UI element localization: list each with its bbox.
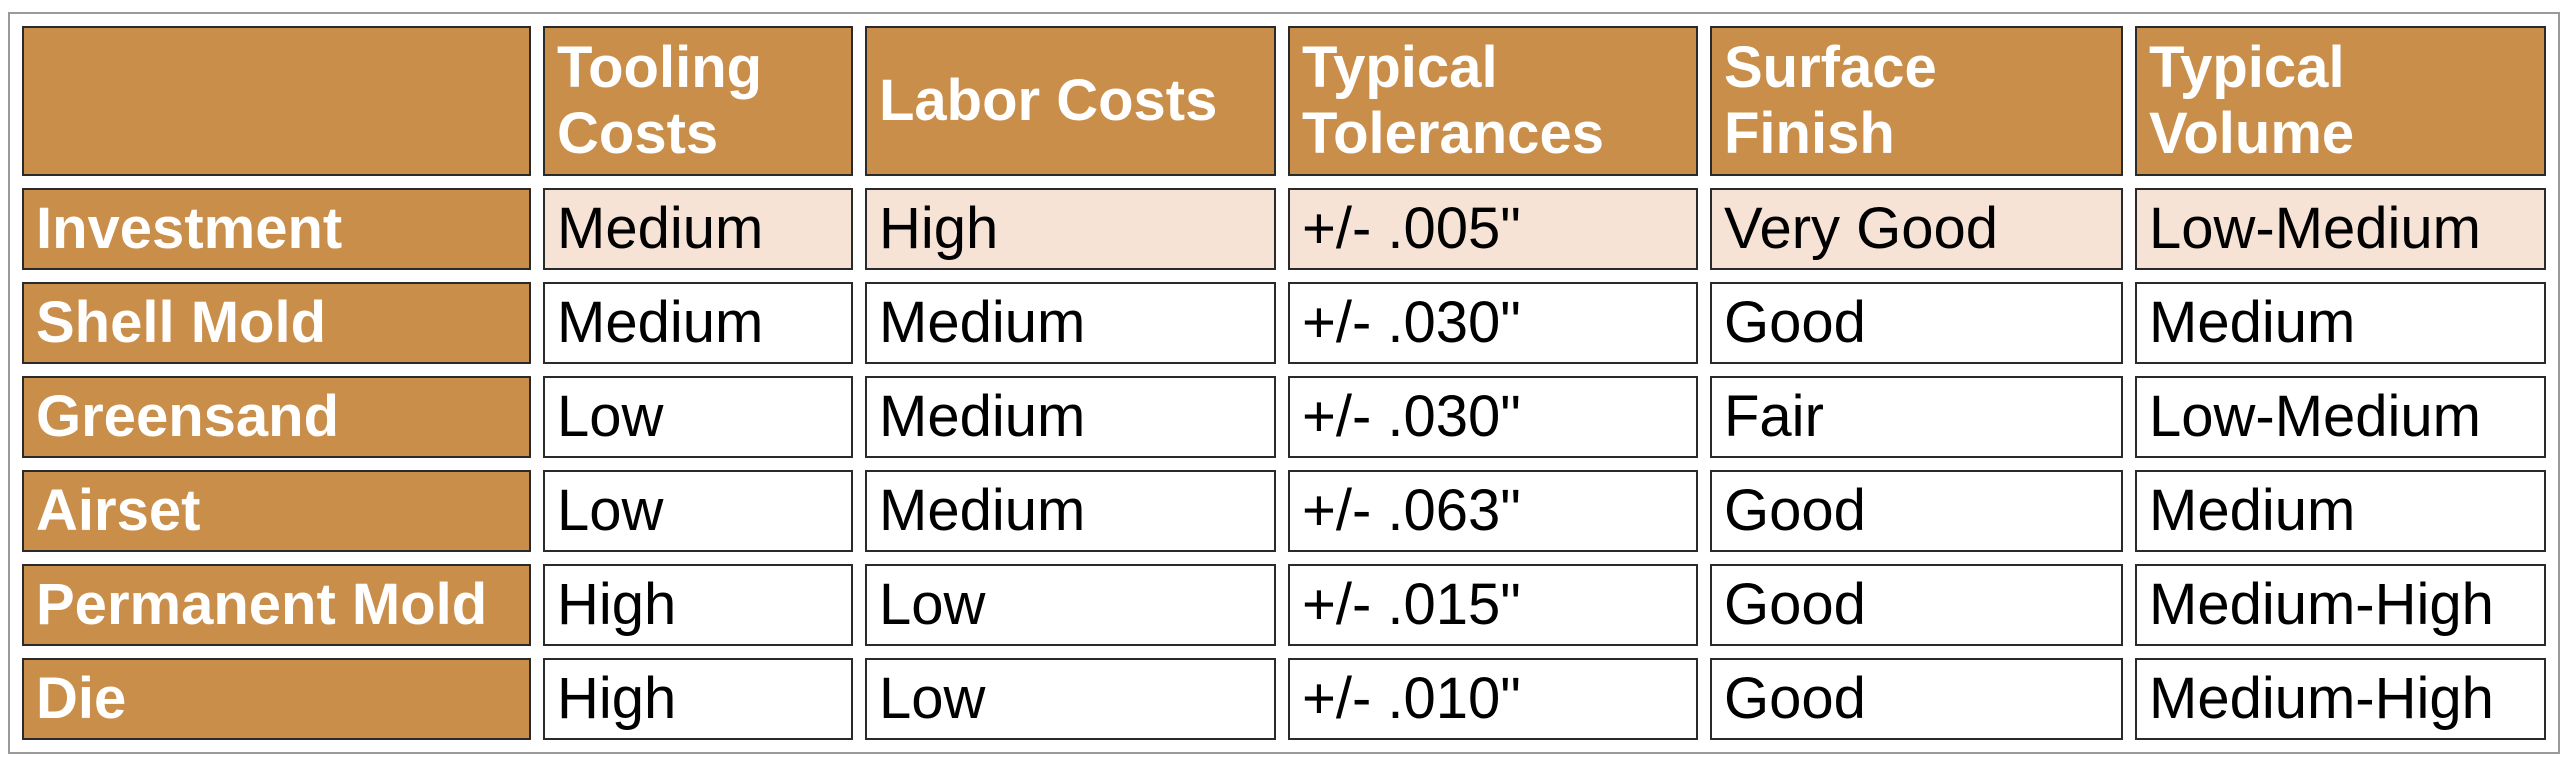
table-cell: Medium <box>865 282 1276 364</box>
table-cell: Good <box>1710 470 2123 552</box>
table-cell: Low <box>865 658 1276 740</box>
table-cell: Low <box>543 470 853 552</box>
table-cell: Good <box>1710 658 2123 740</box>
column-header: Labor Costs <box>865 26 1276 176</box>
table-cell: Medium <box>543 282 853 364</box>
table-cell: +/- .015" <box>1288 564 1698 646</box>
header-row: Tooling Costs Labor Costs Typical Toleranc… <box>22 26 2546 176</box>
column-header: Typical Tolerances <box>1288 26 1698 176</box>
table-cell: Low <box>865 564 1276 646</box>
table-cell: +/- .010" <box>1288 658 1698 740</box>
table-cell: Low-Medium <box>2135 376 2546 458</box>
row-label: Shell Mold <box>22 282 531 364</box>
row-label: Greensand <box>22 376 531 458</box>
table-cell: +/- .063" <box>1288 470 1698 552</box>
column-header: Typical Volume <box>2135 26 2546 176</box>
table-cell: +/- .005" <box>1288 188 1698 270</box>
corner-cell <box>22 26 531 176</box>
table-cell: Medium <box>865 470 1276 552</box>
row-label: Die <box>22 658 531 740</box>
column-header: Surface Finish <box>1710 26 2123 176</box>
row-label: Investment <box>22 188 531 270</box>
comparison-table: Tooling Costs Labor Costs Typical Toleranc… <box>8 12 2560 754</box>
table-cell: Medium-High <box>2135 658 2546 740</box>
table-cell: Medium <box>2135 282 2546 364</box>
table-cell: +/- .030" <box>1288 282 1698 364</box>
table-cell: +/- .030" <box>1288 376 1698 458</box>
table-cell: Good <box>1710 564 2123 646</box>
table-row: Investment Medium High +/- .005" Very Good Lo… <box>22 188 2546 270</box>
table-row: Airset Low Medium +/- .063" Good Medium <box>22 470 2546 552</box>
table-cell: Good <box>1710 282 2123 364</box>
table-cell: High <box>865 188 1276 270</box>
table-cell: Medium <box>543 188 853 270</box>
table-body: Investment Medium High +/- .005" Very Good Lo… <box>22 188 2546 740</box>
table-row: Greensand Low Medium +/- .030" Fair Low-Mediu… <box>22 376 2546 458</box>
table-cell: Very Good <box>1710 188 2123 270</box>
table-cell: Low-Medium <box>2135 188 2546 270</box>
table-cell: Medium-High <box>2135 564 2546 646</box>
table-cell: High <box>543 658 853 740</box>
column-header: Tooling Costs <box>543 26 853 176</box>
table-cell: Fair <box>1710 376 2123 458</box>
table-row: Permanent Mold High Low +/- .015" Good Medium… <box>22 564 2546 646</box>
row-label: Permanent Mold <box>22 564 531 646</box>
row-label: Airset <box>22 470 531 552</box>
table-row: Die High Low +/- .010" Good Medium-High <box>22 658 2546 740</box>
table-cell: Low <box>543 376 853 458</box>
table-cell: High <box>543 564 853 646</box>
table-row: Shell Mold Medium Medium +/- .030" Good Mediu… <box>22 282 2546 364</box>
table-cell: Medium <box>2135 470 2546 552</box>
table-cell: Medium <box>865 376 1276 458</box>
